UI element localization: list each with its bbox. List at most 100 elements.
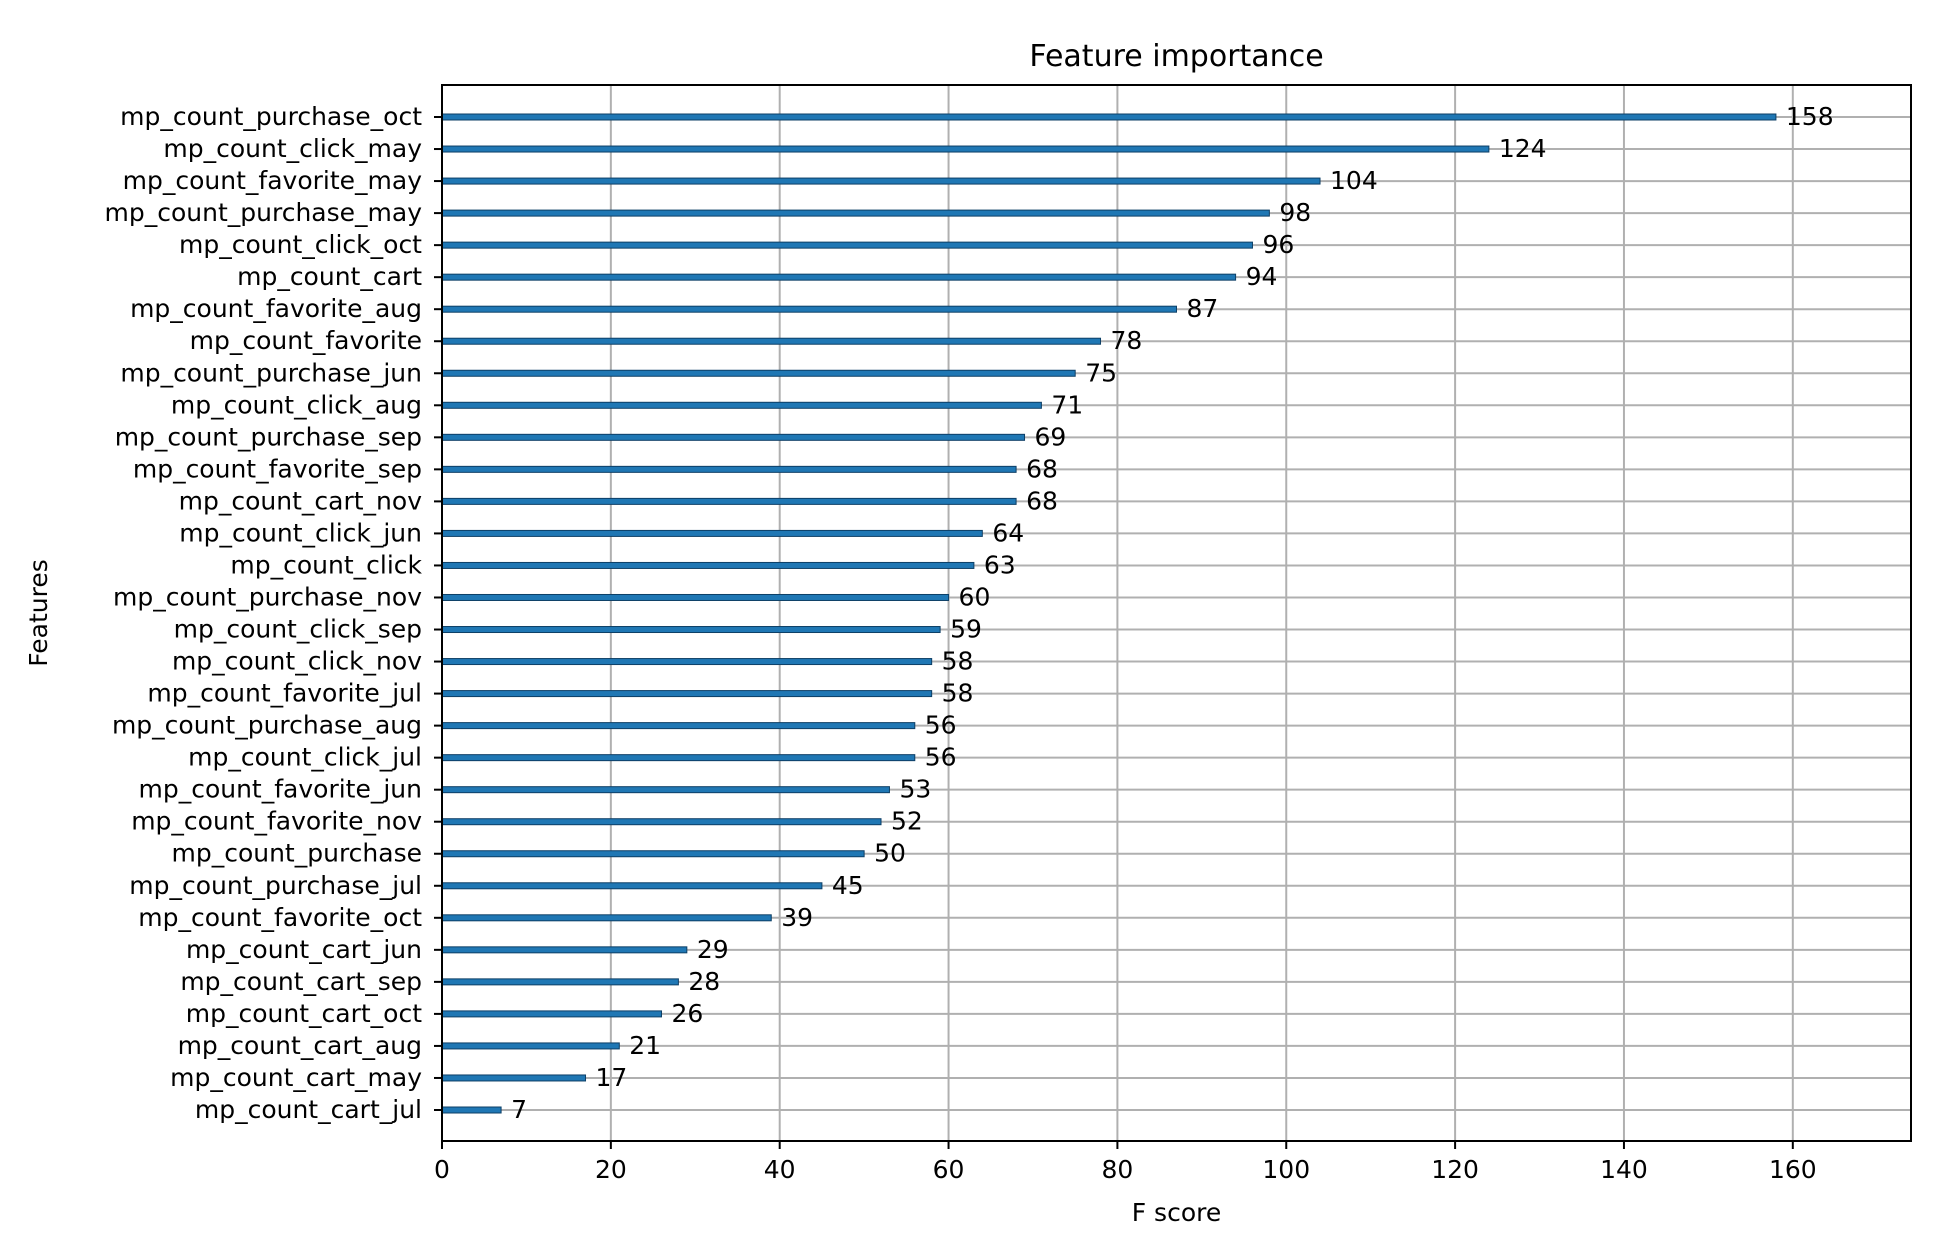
bar-mp_count_cart_aug <box>441 1042 620 1050</box>
x-tick-label: 60 <box>933 1155 965 1184</box>
bar-value-labels: 1581241049896948778757169686864636059585… <box>511 102 1834 1124</box>
bar-value-label: 29 <box>697 935 729 964</box>
chart-title: Feature importance <box>1029 39 1323 74</box>
bar-mp_count_favorite_oct <box>441 914 772 922</box>
bar-mp_count_cart_oct <box>441 1010 663 1018</box>
bar-mp_count_purchase_aug <box>441 722 916 730</box>
bar-value-label: 68 <box>1026 454 1058 483</box>
bar-mp_count_click_jul <box>441 754 916 762</box>
bar-value-label: 56 <box>925 743 957 772</box>
x-tick-label: 100 <box>1262 1155 1310 1184</box>
bar-value-label: 158 <box>1786 102 1834 131</box>
y-tick-label: mp_count_cart_aug <box>178 1031 422 1060</box>
bar-value-label: 68 <box>1026 486 1058 515</box>
bar-mp_count_purchase_sep <box>441 433 1026 441</box>
bar-value-label: 63 <box>984 550 1016 579</box>
bar-mp_count_cart_may <box>441 1074 587 1082</box>
bar-value-label: 52 <box>891 807 923 836</box>
bar-mp_count_purchase <box>441 850 865 858</box>
x-tick-label: 80 <box>1101 1155 1133 1184</box>
y-tick-label: mp_count_click_sep <box>174 615 422 644</box>
x-axis-label: F score <box>1132 1198 1222 1227</box>
plot-frame <box>441 84 1912 1142</box>
bar-mp_count_purchase_nov <box>441 593 950 601</box>
y-tick-label: mp_count_favorite_oct <box>138 903 422 932</box>
bar-value-label: 39 <box>781 903 813 932</box>
bar-mp_count_click_aug <box>441 401 1042 409</box>
bar-mp_count_purchase_oct <box>441 113 1777 121</box>
bar-value-label: 94 <box>1246 262 1278 291</box>
bar-value-label: 78 <box>1111 326 1143 355</box>
y-tick-label: mp_count_click <box>230 550 422 579</box>
bar-mp_count_cart_jun <box>441 946 688 954</box>
bar-mp_count_favorite <box>441 337 1102 345</box>
bar-value-label: 50 <box>874 839 906 868</box>
y-tick-label: mp_count_favorite_jul <box>147 679 422 708</box>
y-tick-label: mp_count_purchase_sep <box>115 422 422 451</box>
bar-value-label: 58 <box>942 679 974 708</box>
bar-mp_count_cart_sep <box>441 978 679 986</box>
x-tick-label: 160 <box>1769 1155 1817 1184</box>
bar-mp_count_favorite_jul <box>441 690 933 698</box>
bar-value-label: 53 <box>899 775 931 804</box>
bar-value-label: 64 <box>992 518 1024 547</box>
bar-value-label: 75 <box>1085 358 1117 387</box>
bar-mp_count_purchase_jun <box>441 369 1076 377</box>
y-tick-label: mp_count_purchase_jun <box>120 358 422 387</box>
bar-value-label: 69 <box>1035 422 1067 451</box>
bar-mp_count_purchase_may <box>441 209 1270 217</box>
y-tick-label: mp_count_favorite_jun <box>138 775 422 804</box>
bar-mp_count_purchase_jul <box>441 882 823 890</box>
bar-value-label: 87 <box>1187 294 1219 323</box>
y-tick-label: mp_count_purchase_nov <box>113 582 422 611</box>
y-tick-label: mp_count_cart_jul <box>195 1095 422 1124</box>
y-tick-label: mp_count_favorite_nov <box>131 807 422 836</box>
x-tick-label: 120 <box>1431 1155 1479 1184</box>
y-tick-label: mp_count_click_oct <box>179 230 422 259</box>
y-tick-label: mp_count_favorite <box>190 326 422 355</box>
bar-value-label: 60 <box>959 582 991 611</box>
y-tick-label: mp_count_click_aug <box>171 390 422 419</box>
bar-mp_count_cart_nov <box>441 497 1017 505</box>
y-tick-label: mp_count_cart <box>237 262 422 291</box>
bar-mp_count_favorite_nov <box>441 818 882 826</box>
bar-value-label: 45 <box>832 871 864 900</box>
bar-value-label: 98 <box>1279 198 1311 227</box>
y-tick-label: mp_count_click_jul <box>188 743 422 772</box>
y-axis-ticks: mp_count_purchase_oct mp_count_click_maym… <box>105 102 442 1124</box>
y-tick-label: mp_count_purchase_may <box>105 198 423 227</box>
bar-value-label: 26 <box>672 999 704 1028</box>
bar-mp_count_click_may <box>441 145 1490 153</box>
bar-mp_count_favorite_aug <box>441 305 1177 313</box>
bar-mp_count_click_oct <box>441 241 1253 249</box>
y-tick-label: mp_count_purchase_jul <box>129 871 422 900</box>
bar-mp_count_click_sep <box>441 626 941 634</box>
bar-value-label: 96 <box>1262 230 1294 259</box>
bar-value-label: 71 <box>1051 390 1083 419</box>
y-tick-label: mp_count_cart_may <box>170 1063 422 1092</box>
bar-value-label: 59 <box>950 615 982 644</box>
bar-value-label: 28 <box>688 967 720 996</box>
bar-mp_count_favorite_may <box>441 177 1321 185</box>
y-tick-label: mp_count_click_jun <box>179 518 422 547</box>
y-tick-label: mp_count_cart_jun <box>186 935 422 964</box>
bar-mp_count_favorite_sep <box>441 465 1017 473</box>
x-axis-ticks: 0 20 40 60 80 100 120 140 160 <box>434 1141 1817 1184</box>
x-tick-label: 0 <box>434 1155 450 1184</box>
y-tick-label: mp_count_cart_nov <box>179 486 423 515</box>
bar-value-label: 21 <box>629 1031 661 1060</box>
bar-mp_count_cart_jul <box>441 1106 502 1114</box>
y-axis-label: Features <box>24 559 53 667</box>
y-tick-label: mp_count_favorite_may <box>123 166 423 195</box>
y-tick-label: mp_count_purchase_aug <box>112 711 422 740</box>
bar-value-label: 56 <box>925 711 957 740</box>
y-tick-label: mp_count_cart_sep <box>180 967 422 996</box>
y-tick-label: mp_count_purchase <box>171 839 422 868</box>
bar-value-label: 7 <box>511 1095 527 1124</box>
bar-value-label: 58 <box>942 647 974 676</box>
bar-value-label: 124 <box>1499 134 1547 163</box>
y-tick-label: mp_count_click_nov <box>172 647 422 676</box>
bar-mp_count_click <box>441 561 975 569</box>
